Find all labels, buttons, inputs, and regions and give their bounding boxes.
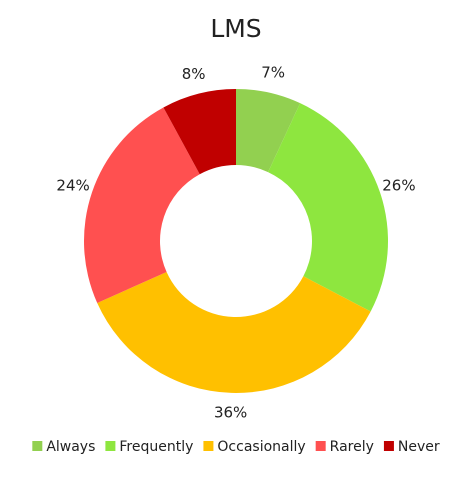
- value-label: 36%: [214, 403, 247, 421]
- donut-slice: [84, 107, 200, 303]
- legend-label: Occasionally: [217, 439, 305, 455]
- legend-swatch: [383, 441, 394, 451]
- value-label: 26%: [382, 176, 415, 194]
- value-label: 7%: [261, 64, 285, 82]
- legend-swatch: [32, 441, 43, 451]
- legend-swatch: [105, 441, 116, 451]
- legend-label: Rarely: [330, 439, 374, 455]
- donut-slice: [268, 103, 389, 312]
- donut-slice: [97, 271, 371, 393]
- legend-label: Frequently: [119, 439, 193, 455]
- legend-swatch: [203, 441, 214, 451]
- donut-slice: [236, 89, 301, 173]
- donut-slice: [163, 89, 236, 175]
- chart-title: LMS: [210, 14, 261, 43]
- legend-swatch: [315, 441, 326, 451]
- legend-label: Never: [398, 439, 440, 455]
- value-label: 8%: [182, 65, 206, 83]
- value-label: 24%: [56, 176, 89, 194]
- legend-label: Always: [46, 439, 95, 455]
